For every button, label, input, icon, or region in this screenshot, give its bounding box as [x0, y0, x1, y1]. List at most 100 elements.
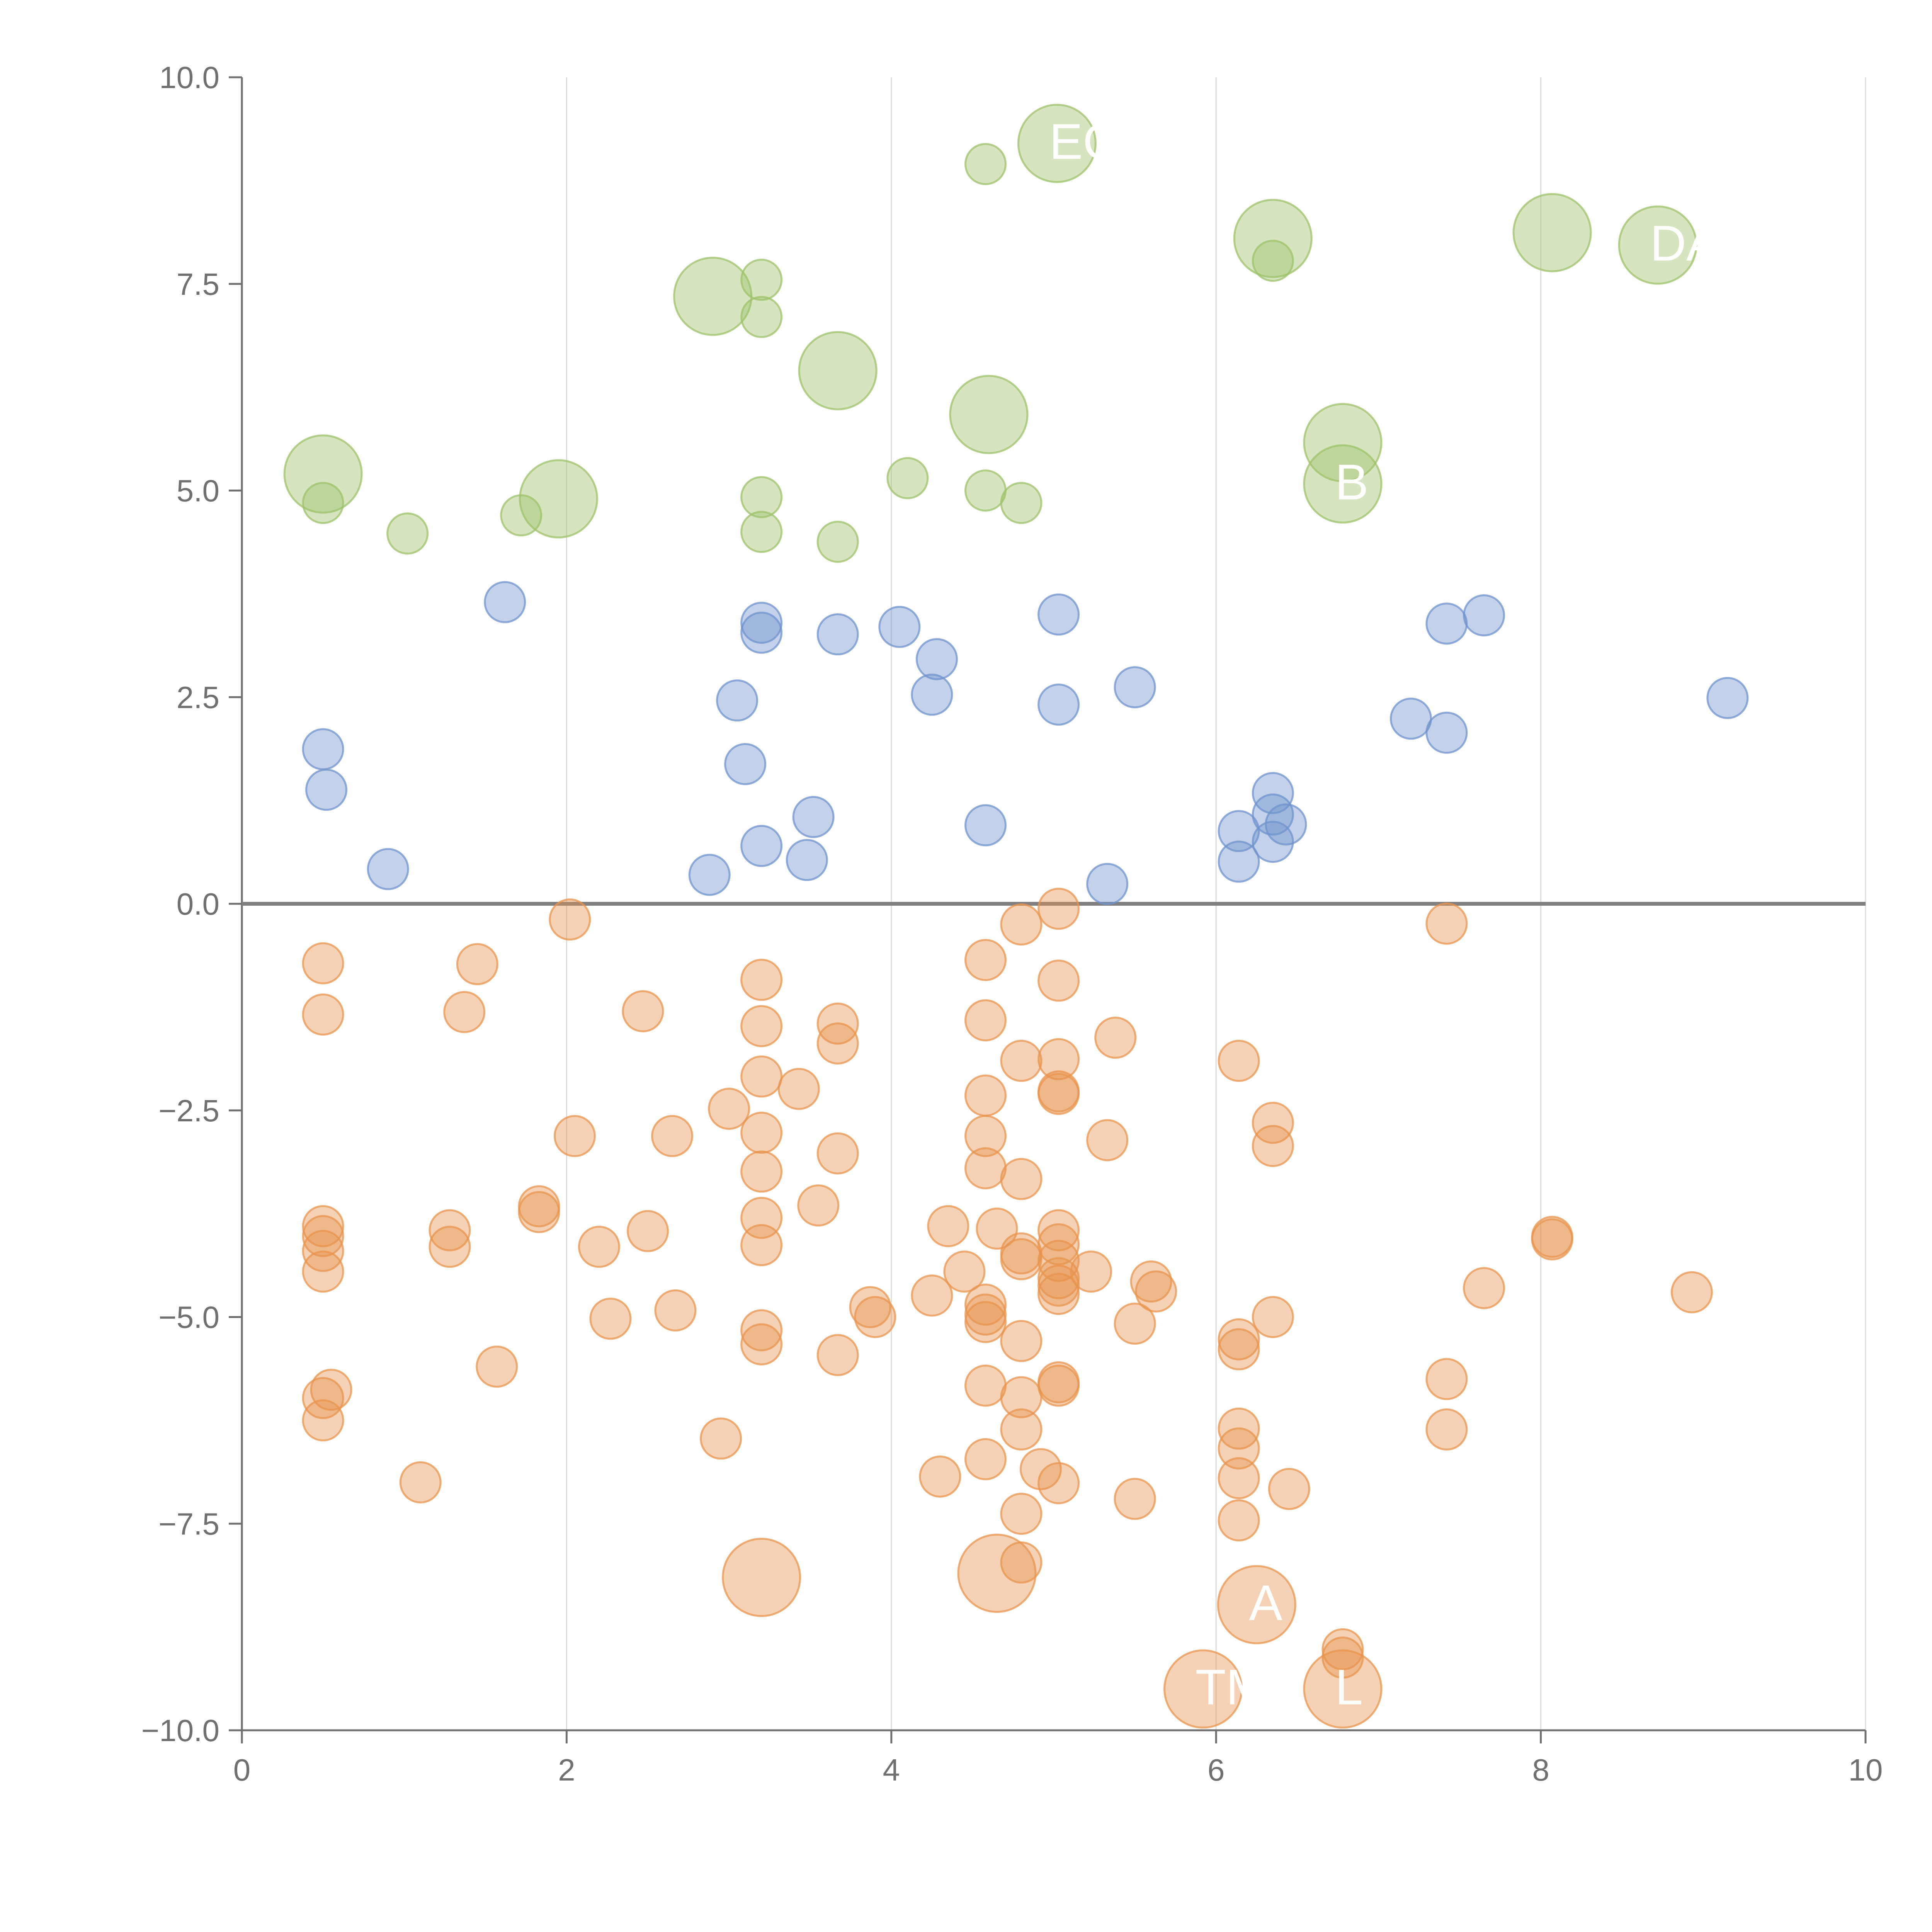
green-point: [740, 510, 783, 553]
orange-point: [740, 1112, 783, 1154]
green-point: [1512, 193, 1592, 272]
x-tick-label: 4: [883, 1753, 900, 1787]
blue-point: [1252, 772, 1294, 814]
blue-point: [1218, 840, 1260, 883]
point-annotation: A: [1249, 1575, 1282, 1631]
orange-point: [957, 1534, 1037, 1613]
orange-point: [1000, 1493, 1043, 1535]
axes: 0 2 4 6 8 10 −10.0 −7.5 −5.0 −2.5 0.0 2.5 5.0 7.5 10.0: [141, 60, 1883, 1787]
orange-point: [1670, 1271, 1713, 1313]
blue-point: [302, 728, 344, 770]
orange-point: [443, 991, 486, 1033]
green-point: [519, 459, 598, 539]
y-tick-label: 5.0: [177, 474, 219, 508]
orange-point: [1000, 1238, 1043, 1281]
orange-point: [700, 1417, 742, 1460]
orange-point: [740, 1323, 783, 1366]
orange-point: [1218, 1499, 1260, 1542]
orange-point: [964, 1438, 1007, 1480]
blue-point: [688, 854, 731, 896]
orange-point: [722, 1537, 801, 1617]
y-tick-label: 0.0: [177, 887, 219, 921]
orange-point: [1037, 1038, 1080, 1080]
orange-point: [927, 1205, 969, 1247]
orange-point: [964, 939, 1007, 981]
orange-point: [302, 1205, 344, 1247]
orange-point: [1000, 1039, 1043, 1082]
y-tick-label: 7.5: [177, 267, 219, 301]
orange-point: [1218, 1457, 1260, 1500]
orange-point: [1252, 1125, 1294, 1167]
orange-point: [1000, 1158, 1043, 1200]
orange-point: [708, 1087, 750, 1130]
orange-point: [816, 1334, 859, 1376]
orange-point: [622, 990, 664, 1032]
blue-point: [1425, 711, 1468, 754]
orange-point: [1303, 1649, 1383, 1729]
green-point: [302, 482, 344, 524]
orange-point: [302, 942, 344, 985]
orange-point: [919, 1455, 961, 1498]
point-annotation: DA: [1650, 215, 1720, 271]
blue-point: [1037, 593, 1080, 636]
orange-point: [964, 1115, 1007, 1157]
orange-point: [1000, 903, 1043, 946]
green-point: [886, 457, 929, 499]
orange-point: [1114, 1478, 1156, 1520]
orange-point: [964, 1301, 1007, 1343]
blue-point: [305, 769, 348, 811]
orange-point: [1000, 1320, 1043, 1362]
green-point: [816, 520, 859, 563]
orange-point: [816, 1022, 859, 1065]
orange-point: [777, 1068, 820, 1110]
orange-point: [1037, 1209, 1080, 1252]
blue-point: [1265, 803, 1307, 846]
point-annotation: TM: [1196, 1659, 1268, 1715]
y-tick-label: −10.0: [141, 1713, 219, 1748]
orange-point: [1135, 1270, 1177, 1313]
orange-point: [1218, 1039, 1260, 1082]
orange-point: [456, 943, 498, 985]
green-point: [1000, 482, 1043, 524]
blue-point: [1114, 666, 1156, 709]
orange-point: [1425, 1408, 1468, 1451]
x-tick-label: 0: [233, 1753, 251, 1787]
green-point: [1017, 104, 1097, 183]
orange-point: [476, 1345, 518, 1388]
blue-point: [1463, 594, 1505, 636]
orange-point: [797, 1184, 840, 1227]
green-point: [386, 512, 429, 555]
orange-point: [816, 1132, 859, 1175]
blue-point: [740, 602, 783, 644]
y-tick-label: −7.5: [158, 1507, 219, 1541]
green-point: [964, 143, 1007, 185]
y-tick-label: −2.5: [158, 1094, 219, 1128]
orange-point: [1252, 1102, 1294, 1144]
green-point: [283, 434, 363, 514]
orange-point: [740, 1005, 783, 1048]
orange-point: [302, 1215, 344, 1257]
blue-point: [740, 825, 783, 867]
orange-point: [740, 1309, 783, 1352]
orange-point: [740, 1224, 783, 1266]
orange-point: [589, 1298, 632, 1340]
orange-point: [399, 1461, 442, 1503]
orange-point: [429, 1226, 471, 1268]
orange-point: [578, 1226, 620, 1268]
orange-point: [302, 1250, 344, 1293]
orange-point: [1037, 1240, 1080, 1282]
orange-point: [1114, 1303, 1156, 1345]
orange-point: [302, 1399, 344, 1442]
green-point: [740, 259, 783, 301]
orange-point: [740, 959, 783, 1001]
blue-point: [1706, 677, 1749, 719]
orange-point: [651, 1115, 694, 1157]
green-point: [1303, 444, 1383, 524]
orange-point: [1086, 1119, 1129, 1162]
blue-point: [716, 679, 759, 722]
blue-point: [786, 839, 828, 881]
blue-point: [367, 848, 409, 890]
orange-point: [553, 1115, 596, 1157]
green-point: [673, 257, 753, 336]
